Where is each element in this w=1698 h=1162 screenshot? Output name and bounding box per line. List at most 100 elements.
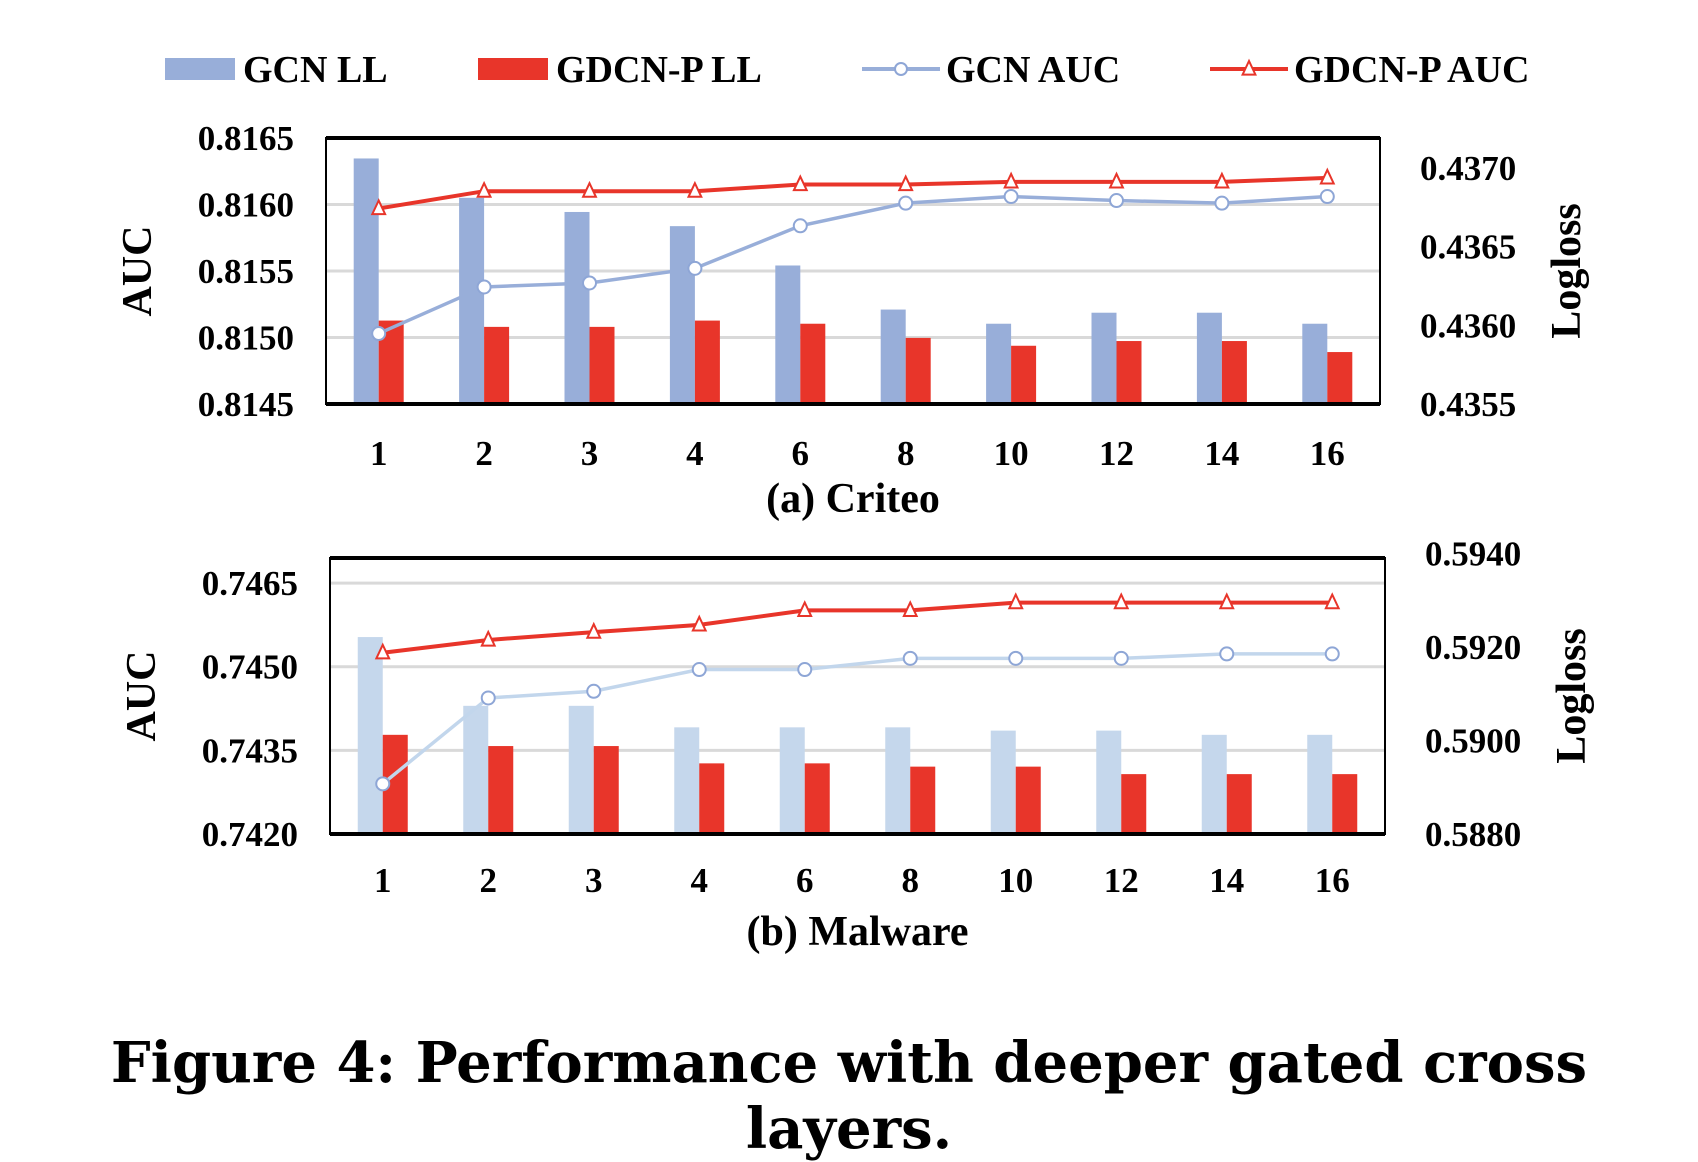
bar-gcn-ll	[779, 727, 805, 834]
point-gdcn-p-auc	[1324, 592, 1341, 610]
x-tick-label: 1	[370, 434, 388, 473]
point-gcn-auc	[586, 683, 602, 699]
legend-swatch	[478, 58, 548, 80]
right-tick-label: 0.5920	[1425, 628, 1521, 667]
bar-gdcn-p-ll	[1015, 766, 1041, 834]
legend: GCN LL GDCN-P LL GCN AUC GDCN-P AUC	[165, 49, 1529, 91]
line-gcn-auc	[377, 194, 1328, 336]
bar-gcn-ll	[674, 727, 700, 834]
point-gdcn-p-auc	[897, 174, 914, 192]
point-gcn-auc	[1324, 646, 1340, 662]
x-tick-label: 12	[1099, 434, 1134, 473]
bar-gdcn-p-ll	[804, 763, 830, 834]
x-tick-label: 10	[994, 434, 1029, 473]
point-gdcn-p-auc	[1003, 171, 1020, 189]
right-tick-label: 0.5880	[1425, 815, 1521, 854]
legend-label: GDCN-P LL	[556, 49, 762, 91]
bar-gcn-ll	[568, 705, 594, 834]
x-tick-label: 10	[998, 861, 1033, 900]
left-axis-title: AUC	[115, 226, 161, 317]
left-tick-label: 0.8150	[198, 319, 294, 358]
right-tick-label: 0.5940	[1425, 534, 1521, 573]
legend-label: GCN LL	[243, 49, 388, 91]
point-gcn-auc	[480, 690, 496, 706]
point-gcn-auc	[1003, 189, 1019, 205]
point-gdcn-p-auc	[1319, 167, 1336, 185]
chart-criteo: 0.8145 0.8150 0.8155 0.8160 0.8165 0.4355 0.43…	[115, 119, 1590, 522]
bar-gcn-ll	[990, 730, 1016, 834]
left-tick-label: 0.8160	[198, 186, 294, 225]
bar-gcn-ll	[775, 265, 801, 404]
point-gcn-auc	[898, 195, 914, 211]
bar-gdcn-p-ll	[1226, 774, 1252, 834]
x-tick-label: 4	[686, 434, 704, 473]
point-gdcn-p-auc	[1007, 592, 1024, 610]
left-tick-label: 0.7420	[202, 815, 298, 854]
line-gcn-auc	[381, 652, 1333, 786]
x-tick-label: 16	[1315, 861, 1350, 900]
legend-label: GDCN-P AUC	[1294, 49, 1529, 91]
point-gdcn-p-auc	[476, 180, 493, 198]
x-tick-label: 14	[1209, 861, 1244, 900]
x-tick-label: 14	[1204, 434, 1239, 473]
bar-gcn-ll	[880, 309, 906, 404]
point-gcn-auc	[687, 260, 703, 276]
bar-gdcn-p-ll	[488, 746, 514, 834]
point-gdcn-p-auc	[374, 642, 391, 660]
point-gcn-auc	[797, 662, 813, 678]
bar-gcn-ll	[564, 211, 590, 404]
right-tick-label: 0.4355	[1420, 385, 1516, 424]
right-tick-label: 0.4360	[1420, 306, 1516, 345]
point-gcn-auc	[1214, 195, 1230, 211]
right-tick-label: 0.4370	[1420, 149, 1516, 188]
right-axis-title: Logloss	[1549, 628, 1595, 763]
bar-gcn-ll	[669, 226, 695, 404]
x-tick-label: 12	[1104, 861, 1139, 900]
x-tick-label: 8	[897, 434, 915, 473]
x-tick-label: 4	[691, 861, 709, 900]
bar-gdcn-p-ll	[1221, 341, 1247, 404]
left-tick-label: 0.7450	[202, 648, 298, 687]
x-tick-label: 3	[581, 434, 599, 473]
bar-gcn-ll	[463, 705, 489, 834]
legend-swatch	[165, 58, 235, 80]
x-tick-label: 3	[585, 861, 603, 900]
bar-gdcn-p-ll	[1332, 774, 1358, 834]
left-tick-label: 0.7465	[202, 564, 298, 603]
bar-gcn-ll	[1302, 323, 1328, 404]
x-tick-label: 6	[796, 861, 814, 900]
x-tick-label: 6	[792, 434, 810, 473]
legend-item-gdcn-p-ll: GDCN-P LL	[478, 49, 762, 91]
bar-gdcn-p-ll	[1011, 345, 1037, 404]
point-gcn-auc	[1008, 650, 1024, 666]
point-gcn-auc	[476, 279, 492, 295]
bar-gdcn-p-ll	[800, 323, 826, 404]
point-gcn-auc	[1109, 193, 1124, 209]
point-gdcn-p-auc	[1108, 171, 1125, 189]
bar-gcn-ll	[1201, 734, 1227, 834]
bar-gdcn-p-ll	[484, 326, 510, 404]
point-gdcn-p-auc	[792, 174, 809, 192]
point-gdcn-p-auc	[902, 600, 919, 618]
subplot-title: (b) Malware	[747, 909, 969, 955]
left-axis-title: AUC	[119, 651, 165, 742]
right-tick-label: 0.4365	[1420, 228, 1516, 267]
point-gcn-auc	[1219, 646, 1235, 662]
bar-gdcn-p-ll	[910, 766, 936, 834]
left-tick-label: 0.8165	[198, 119, 294, 158]
point-gdcn-p-auc	[370, 198, 387, 216]
bar-gcn-ll	[986, 323, 1012, 404]
point-gdcn-p-auc	[796, 600, 813, 618]
bar-gdcn-p-ll	[1327, 352, 1353, 404]
bar-gcn-ll	[1096, 730, 1122, 834]
line-gdcn-p-auc	[378, 175, 1328, 211]
bar-gdcn-p-ll	[905, 337, 931, 404]
bar-gdcn-p-ll	[593, 746, 619, 834]
figure-caption: Figure 4: Performance with deeper gated …	[110, 1030, 1588, 1162]
point-gdcn-p-auc	[691, 614, 708, 632]
point-gcn-auc	[371, 326, 387, 342]
legend-item-gdcn-p-auc: GDCN-P AUC	[1210, 49, 1529, 91]
right-tick-label: 0.5900	[1425, 721, 1521, 760]
bar-gdcn-p-ll	[694, 320, 720, 404]
point-gdcn-p-auc	[581, 180, 598, 198]
